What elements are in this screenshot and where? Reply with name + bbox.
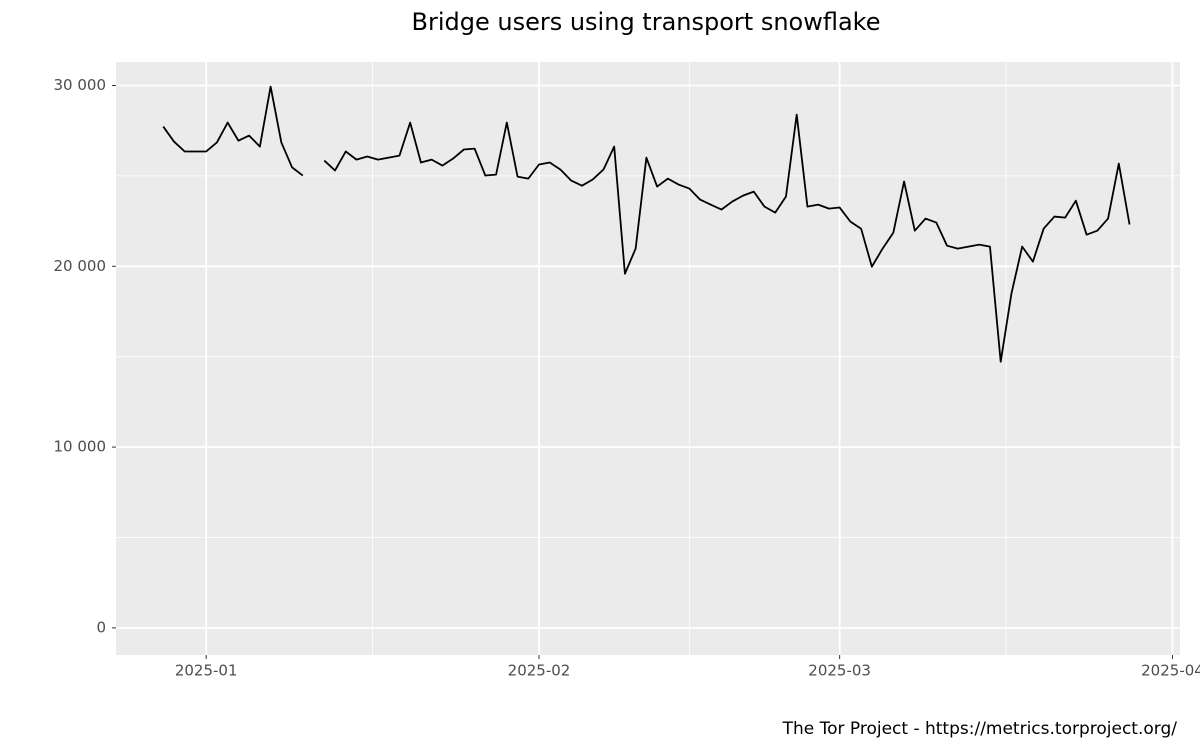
y-tick-label: 20 000 bbox=[54, 257, 107, 275]
x-tick-label: 2025-04 bbox=[1141, 662, 1200, 680]
chart-title: Bridge users using transport snowflake bbox=[412, 8, 881, 36]
plot-background bbox=[116, 62, 1180, 655]
y-tick-label: 10 000 bbox=[54, 438, 107, 456]
y-tick-label: 30 000 bbox=[54, 76, 107, 94]
line bbox=[162, 85, 1131, 363]
x-tick-label: 2025-03 bbox=[808, 662, 871, 680]
x-tick-label: 2025-01 bbox=[175, 662, 238, 680]
x-tick-label: 2025-02 bbox=[508, 662, 571, 680]
y-tick-label: 0 bbox=[96, 618, 106, 636]
caption: The Tor Project - https://metrics.torpro… bbox=[782, 719, 1178, 739]
